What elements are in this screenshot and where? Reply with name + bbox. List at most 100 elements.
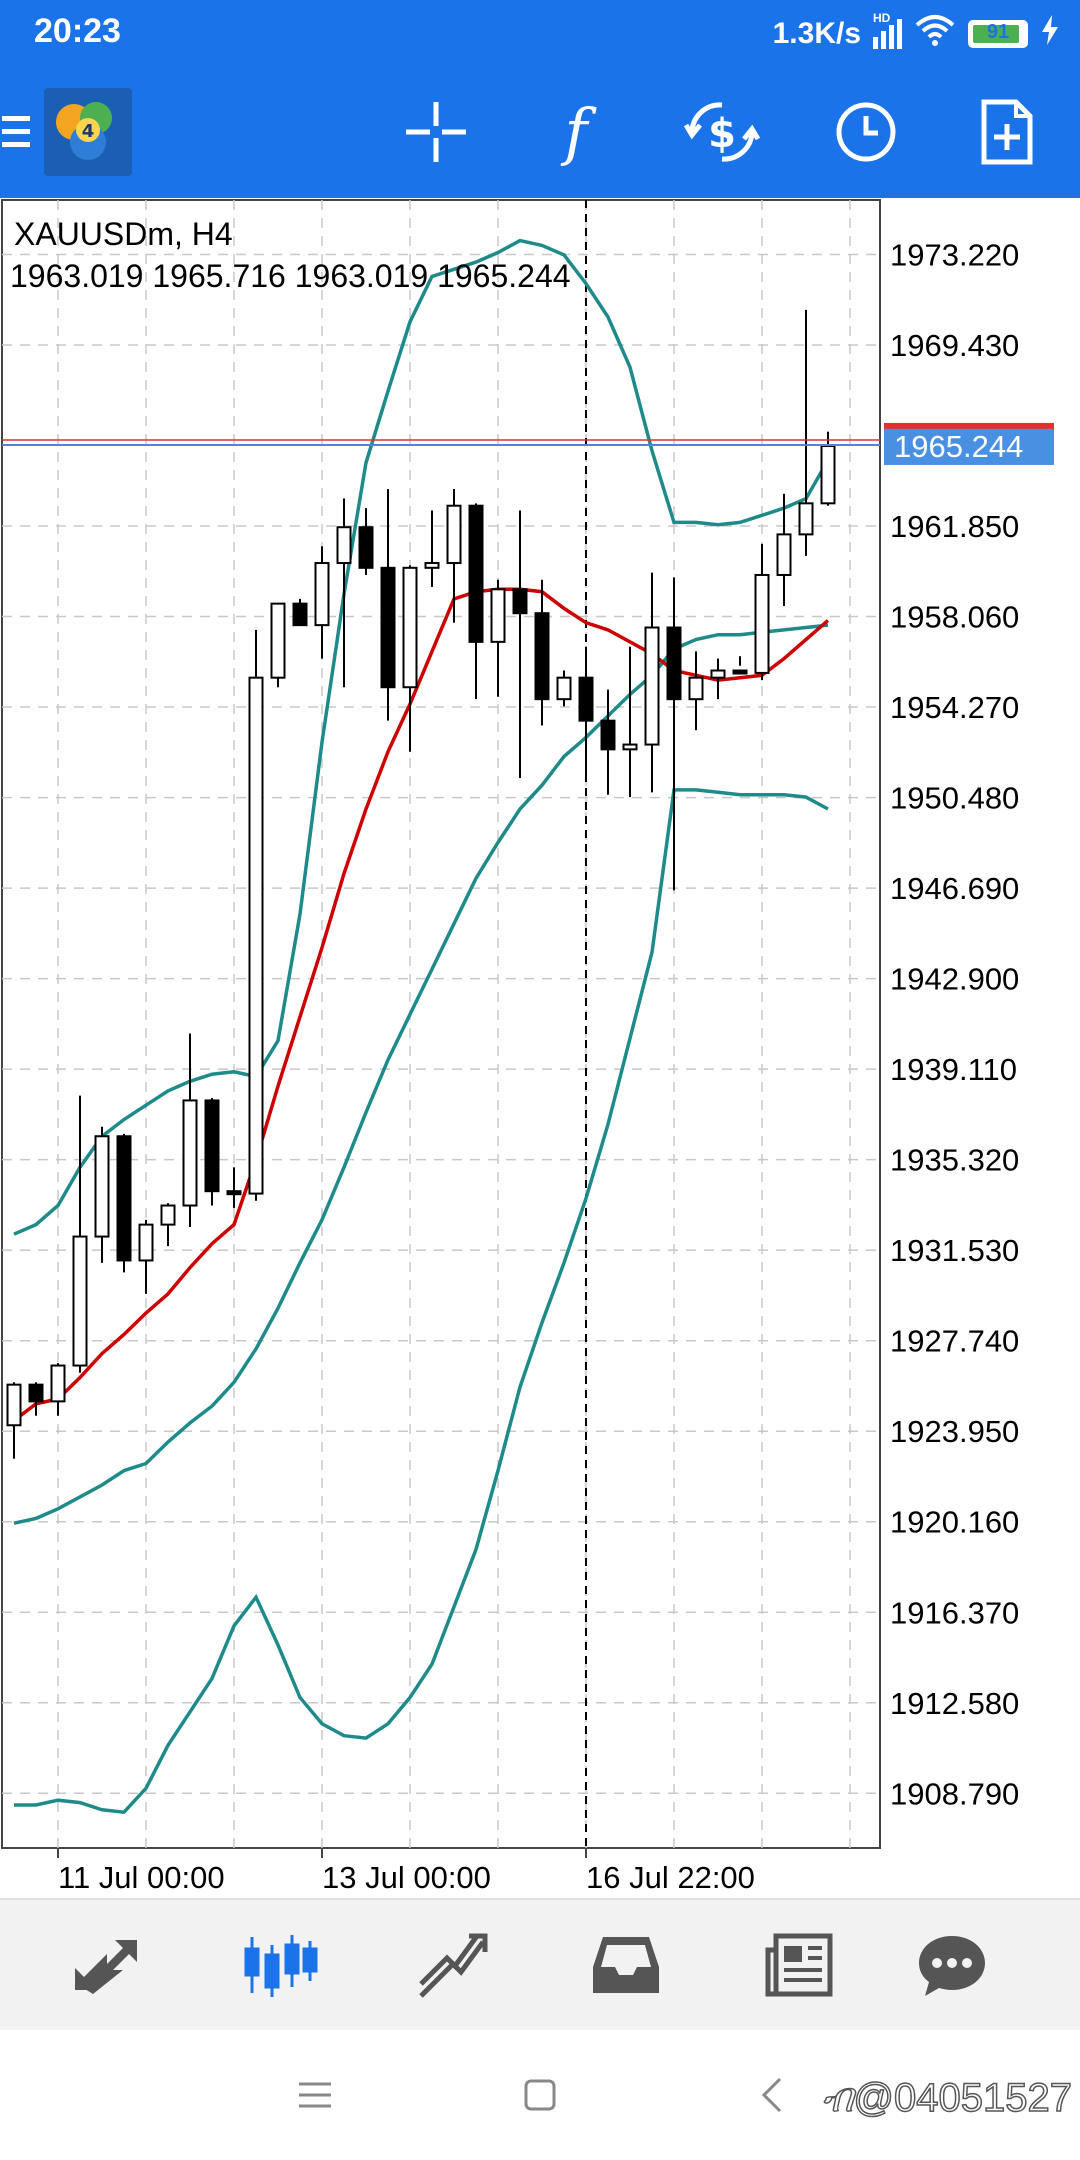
candle-bullish	[72, 1235, 88, 1367]
battery-level: 91	[986, 21, 1010, 43]
y-tick-label: 1939.110	[890, 1052, 1017, 1087]
charging-icon	[1040, 15, 1060, 53]
timeframe-icon[interactable]	[828, 66, 904, 198]
add-object-icon[interactable]	[974, 66, 1040, 198]
y-tick-label: 1927.740	[890, 1324, 1019, 1359]
candle-bullish	[270, 602, 286, 679]
metatrader-logo-icon[interactable]: 4	[44, 66, 132, 198]
candle-bullish	[490, 588, 506, 643]
y-tick-label: 1923.950	[890, 1414, 1019, 1449]
candle-bullish	[248, 676, 264, 1195]
network-tag: HD	[873, 11, 891, 25]
watermark-logo-icon: ብ	[821, 2075, 854, 2121]
candle-bearish	[204, 1099, 220, 1193]
y-tick-label: 1946.690	[890, 871, 1019, 906]
back-icon[interactable]	[752, 2030, 792, 2160]
candle-bearish	[578, 676, 594, 722]
y-tick-label: 1942.900	[890, 962, 1019, 997]
candle-bullish	[336, 526, 352, 565]
status-right: 1.3K/s HD 91	[772, 11, 1060, 56]
trade-icon[interactable]	[363, 1900, 543, 2030]
y-tick-label: 1958.060	[890, 600, 1019, 635]
system-nav-bar	[0, 2030, 1080, 2160]
candle-bearish	[116, 1135, 132, 1262]
candle-bearish	[732, 669, 748, 675]
candle-bullish	[182, 1099, 198, 1207]
toolbar: 4 f $	[0, 66, 1080, 198]
chart-ohlc: 1963.019 1965.716 1963.019 1965.244	[10, 258, 571, 294]
candle-bearish	[358, 526, 374, 569]
plot-frame	[1, 199, 881, 1849]
current-price-label-bg	[884, 428, 1054, 465]
candle-bullish	[798, 502, 814, 536]
candle-bullish	[138, 1223, 154, 1262]
battery-icon: 91	[968, 20, 1028, 48]
y-tick-label: 1908.790	[890, 1776, 1019, 1811]
candle-bullish	[446, 504, 462, 565]
watermark-text: @04051527	[853, 2075, 1073, 2121]
status-bar: 20:23 1.3K/s HD 91	[0, 0, 1080, 66]
news-icon[interactable]	[709, 1900, 889, 2030]
history-icon[interactable]	[536, 1900, 716, 2030]
y-tick-label: 1969.430	[890, 328, 1019, 363]
watermark: ብ@04051527	[821, 2075, 1073, 2121]
y-tick-label: 1912.580	[890, 1686, 1019, 1721]
candle-bullish	[94, 1135, 110, 1238]
status-time: 20:23	[34, 12, 121, 50]
bottom-nav	[0, 1898, 1080, 2030]
candle-bullish	[314, 562, 330, 627]
signal-icon: HD	[873, 11, 902, 49]
x-tick-label: 11 Jul 00:00	[58, 1860, 225, 1895]
menu-icon[interactable]	[0, 66, 34, 198]
price-chart[interactable]: 1973.220 1969.430 1961.850 1958.060 1954.270…	[0, 198, 1080, 1898]
candle-bullish	[622, 743, 638, 751]
candle-bearish	[468, 504, 484, 643]
candle-bearish	[534, 612, 550, 701]
crosshair-icon[interactable]	[396, 66, 476, 198]
candle-bearish	[292, 602, 308, 627]
bollinger-upper-line	[13, 238, 830, 1236]
candle-bullish	[556, 676, 572, 701]
candle-bullish	[402, 566, 418, 689]
y-tick-label: 1961.850	[890, 509, 1019, 544]
candle-bearish	[380, 566, 396, 689]
candle-bearish	[512, 588, 528, 615]
svg-text:f: f	[561, 97, 598, 167]
network-speed: 1.3K/s	[772, 17, 861, 50]
candle-bullish	[644, 626, 660, 746]
candle-bearish	[28, 1383, 44, 1403]
ask-price-marker	[884, 422, 1054, 429]
indicators-icon[interactable]: f	[536, 66, 616, 198]
y-tick-label: 1954.270	[890, 690, 1019, 725]
candle-bearish	[600, 719, 616, 751]
moving-average-line	[12, 587, 830, 1422]
x-tick-label: 13 Jul 00:00	[322, 1860, 491, 1895]
home-icon[interactable]	[518, 2030, 562, 2160]
candle-bullish	[424, 562, 440, 569]
bollinger-lower-line	[13, 623, 829, 1525]
messages-icon[interactable]	[862, 1900, 1042, 2030]
candle-bullish	[688, 676, 704, 701]
y-tick-label: 1920.160	[890, 1505, 1019, 1540]
symbols-icon[interactable]: $	[680, 66, 764, 198]
svg-text:4: 4	[82, 121, 95, 142]
bollinger-outer-lower-line	[14, 788, 829, 1815]
chart-symbol-timeframe: XAUUSDm, H4	[14, 216, 233, 252]
current-price-label: 1965.244	[894, 429, 1023, 464]
recents-icon[interactable]	[290, 2030, 340, 2160]
candle-bearish	[226, 1190, 242, 1196]
chart-icon[interactable]	[190, 1900, 370, 2030]
y-tick-label: 1950.480	[890, 781, 1019, 816]
candle-bullish	[50, 1364, 66, 1403]
candle-bullish	[160, 1204, 176, 1226]
candle-bullish	[776, 533, 792, 576]
quotes-icon[interactable]	[17, 1900, 197, 2030]
candle-bullish	[6, 1383, 22, 1427]
y-tick-label: 1973.220	[890, 237, 1019, 272]
svg-text:$: $	[708, 111, 736, 157]
chart-area[interactable]: 1973.220 1969.430 1961.850 1958.060 1954.270…	[0, 198, 1080, 1898]
wifi-icon	[914, 13, 956, 55]
y-tick-label: 1935.320	[890, 1143, 1019, 1178]
candle-bullish	[710, 669, 726, 679]
candle-bearish	[666, 626, 682, 701]
